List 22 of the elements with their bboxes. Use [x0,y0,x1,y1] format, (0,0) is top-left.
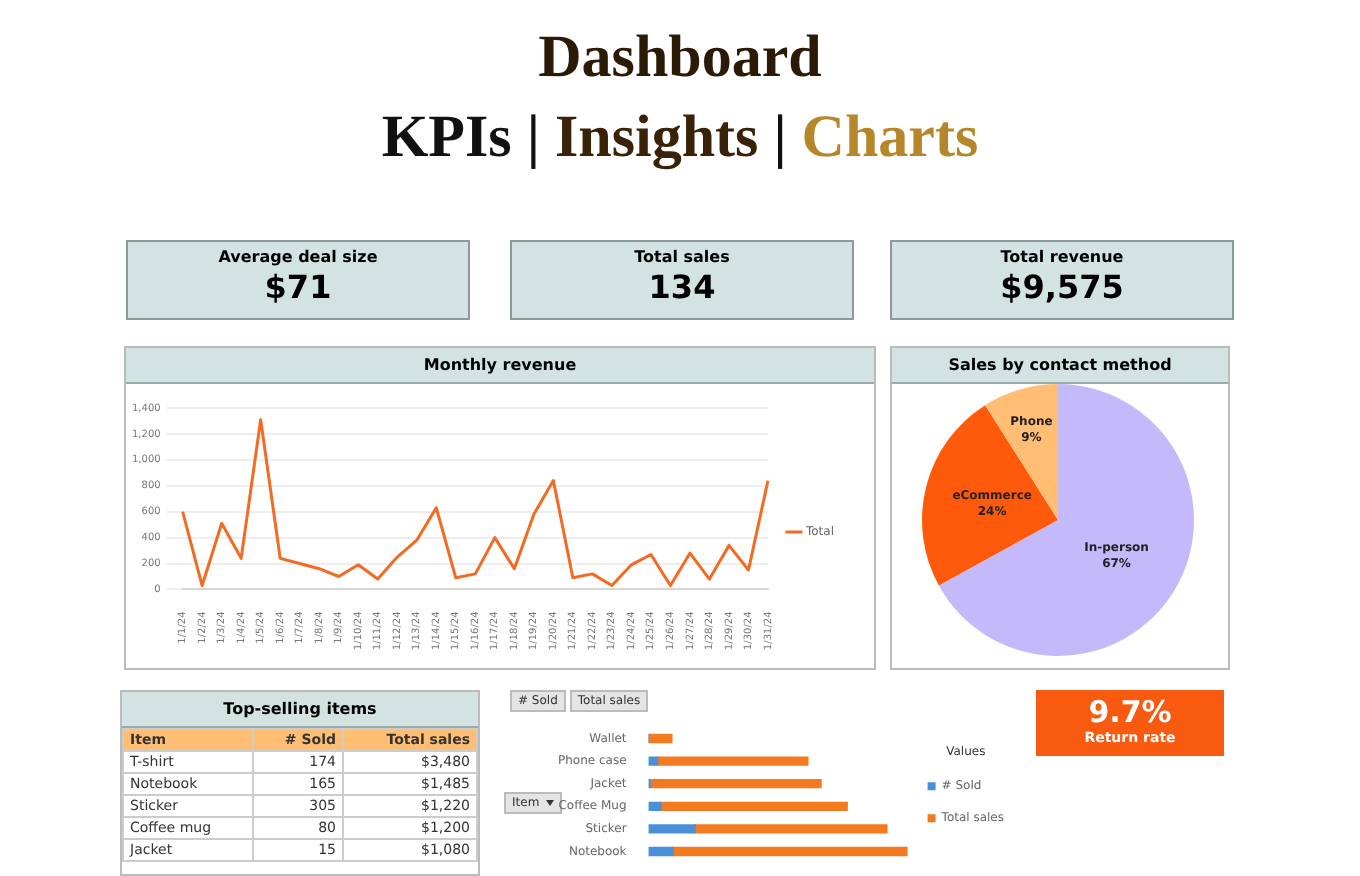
text: Total revenue [998,248,1126,266]
text: Top-selling items [122,692,478,728]
text: KPIs | Insights | Charts [381,104,979,170]
chart-title: Sales by contact method [892,348,1228,384]
text: 134 [646,268,718,306]
bar [648,801,662,811]
text: Average deal size [216,248,380,266]
bar [648,733,673,744]
text: Total sales [632,248,732,266]
text: 9.7% [1086,694,1174,730]
bar [660,801,848,811]
chart-title: Monthly revenue [126,348,874,384]
bar [694,824,888,834]
text: $71 [262,268,334,306]
bar [649,779,822,789]
bar [656,756,809,766]
bar [672,846,908,857]
text: Dashboard [536,24,824,92]
bar [648,824,696,834]
bar [648,846,674,857]
text: $9,575 [998,268,1126,306]
bar [648,756,659,766]
